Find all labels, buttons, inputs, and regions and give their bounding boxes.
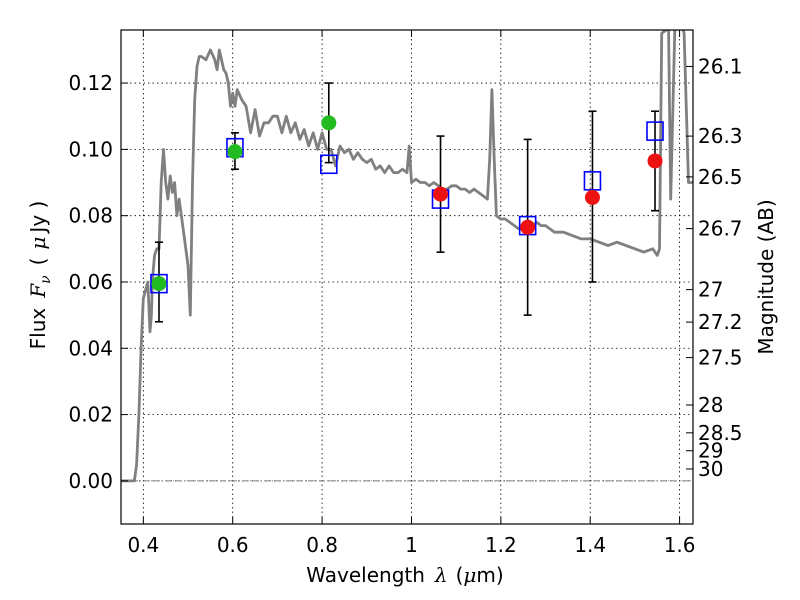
x-tick-label: 1.4 — [574, 533, 606, 557]
magnitude-tick-label: 26.3 — [698, 124, 743, 148]
y-tick-label: 0.00 — [68, 469, 113, 493]
magnitude-tick-label: 29 — [698, 439, 723, 463]
y-axis-unit-mu: μ — [26, 237, 50, 250]
magnitude-tick-label: 27 — [698, 278, 723, 302]
x-axis-lambda: λ — [434, 563, 448, 587]
x-axis-title-text: Wavelength — [306, 563, 425, 587]
square-marker — [646, 121, 664, 141]
plot-frame — [120, 29, 694, 525]
y-tick-labels: 0.00 0.02 0.04 0.06 0.08 0.10 0.12 — [68, 71, 113, 493]
photometry-markers — [150, 115, 664, 294]
magnitude-tick-label: 26.5 — [698, 165, 743, 189]
y-tick-label: 0.02 — [68, 403, 113, 427]
grid-lines — [121, 30, 693, 524]
x-tick-label: 0.4 — [127, 533, 159, 557]
y-axis-unit-rest: Jy ) — [26, 201, 50, 235]
magnitude-tick-label: 26.7 — [698, 217, 743, 241]
circle-marker — [151, 276, 167, 292]
magnitude-tick-label: 27.5 — [698, 346, 743, 370]
x-axis-title: Wavelength λ (μm) — [306, 563, 503, 587]
x-tick-label: 1.2 — [485, 533, 517, 557]
x-tick-label: 0.8 — [306, 533, 338, 557]
axis-ticks — [121, 30, 693, 524]
magnitude-tick-label: 28 — [698, 393, 723, 417]
y-tick-label: 0.04 — [68, 336, 113, 360]
y-axis-symbol: F — [26, 283, 50, 299]
y-tick-label: 0.06 — [68, 270, 113, 294]
y-axis-title-text: Flux — [26, 308, 50, 350]
x-axis-unit-rest: m) — [476, 563, 503, 587]
circle-marker — [584, 189, 600, 205]
square-marker — [319, 154, 338, 175]
x-axis-unit-open: ( — [456, 563, 464, 587]
circle-marker — [647, 153, 663, 169]
x-tick-labels: 0.4 0.6 0.8 1 1.2 1.4 1.6 — [127, 533, 695, 557]
circle-marker — [433, 186, 449, 202]
circle-marker — [227, 144, 243, 160]
y-axis-unit-open: ( — [26, 258, 50, 266]
right-axis-title: Magnitude (AB) — [754, 199, 778, 354]
magnitude-tick-label: 28.5 — [698, 421, 743, 445]
square-marker — [150, 273, 168, 294]
magnitude-tick-label: 30 — [698, 457, 723, 481]
y-tick-label: 0.10 — [68, 137, 113, 161]
magnitude-tick-label: 27.2 — [698, 310, 743, 334]
y-tick-label: 0.12 — [68, 71, 113, 95]
spectrum-line — [121, 30, 693, 483]
y-axis-title: Flux Fν ( μ Jy ) — [26, 201, 54, 350]
x-tick-label: 0.6 — [217, 533, 249, 557]
circle-marker — [520, 219, 536, 235]
template-spectrum — [121, 30, 693, 483]
y-tick-label: 0.08 — [68, 204, 113, 228]
square-marker — [583, 171, 602, 191]
x-axis-unit-mu: μ — [463, 563, 476, 587]
x-tick-label: 1 — [405, 533, 418, 557]
x-tick-label: 1.6 — [664, 533, 696, 557]
y-axis-subscript: ν — [38, 275, 54, 284]
magnitude-tick-label: 26.1 — [698, 54, 743, 78]
circle-marker — [321, 115, 337, 131]
